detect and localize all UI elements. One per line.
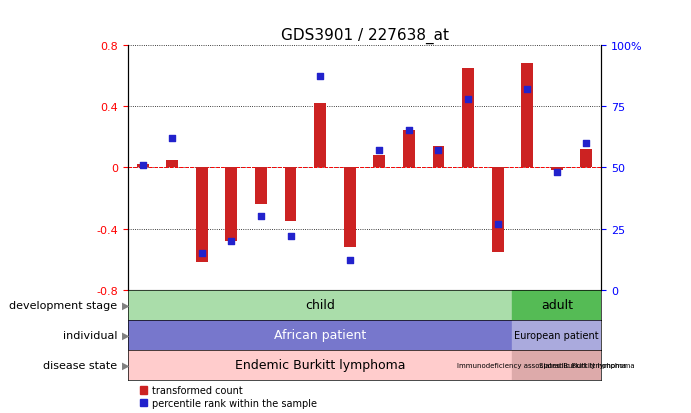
- Text: African patient: African patient: [274, 329, 366, 342]
- Text: ▶: ▶: [122, 330, 129, 340]
- Bar: [513, 320, 601, 350]
- Text: Endemic Burkitt lymphoma: Endemic Burkitt lymphoma: [235, 358, 406, 371]
- Text: individual: individual: [63, 330, 121, 340]
- Bar: [513, 350, 571, 380]
- Text: development stage: development stage: [9, 300, 121, 310]
- Bar: [433, 146, 444, 168]
- Point: [522, 86, 533, 93]
- Bar: [551, 168, 562, 171]
- Point: [285, 233, 296, 240]
- Point: [492, 221, 503, 228]
- Point: [196, 250, 207, 257]
- Bar: [513, 290, 601, 320]
- Bar: [373, 156, 385, 168]
- Bar: [403, 131, 415, 168]
- Bar: [167, 160, 178, 168]
- Text: ▶: ▶: [122, 300, 129, 310]
- Text: disease state: disease state: [44, 360, 121, 370]
- Point: [314, 74, 325, 81]
- Point: [404, 128, 415, 134]
- Bar: [580, 150, 592, 168]
- Bar: [521, 64, 533, 168]
- Bar: [571, 350, 601, 380]
- Bar: [492, 168, 504, 252]
- Text: ▶: ▶: [122, 360, 129, 370]
- Bar: [225, 168, 237, 241]
- Bar: [285, 168, 296, 221]
- Point: [462, 96, 473, 102]
- Title: GDS3901 / 227638_at: GDS3901 / 227638_at: [281, 28, 448, 44]
- Bar: [128, 320, 513, 350]
- Text: Immunodeficiency associated Burkitt lymphoma: Immunodeficiency associated Burkitt lymp…: [457, 362, 627, 368]
- Point: [344, 258, 355, 264]
- Text: Sporadic Burkitt lymphoma: Sporadic Burkitt lymphoma: [538, 362, 634, 368]
- Point: [167, 135, 178, 142]
- Point: [551, 169, 562, 176]
- Bar: [128, 350, 513, 380]
- Bar: [462, 69, 474, 168]
- Bar: [344, 168, 356, 247]
- Bar: [255, 168, 267, 204]
- Legend: transformed count, percentile rank within the sample: transformed count, percentile rank withi…: [140, 385, 317, 408]
- Point: [581, 140, 592, 147]
- Bar: [314, 104, 326, 168]
- Text: child: child: [305, 299, 335, 312]
- Text: adult: adult: [541, 299, 573, 312]
- Bar: [137, 165, 149, 168]
- Point: [256, 214, 267, 220]
- Bar: [128, 290, 513, 320]
- Bar: [196, 168, 208, 263]
- Text: European patient: European patient: [515, 330, 599, 340]
- Point: [433, 147, 444, 154]
- Point: [137, 162, 148, 169]
- Point: [374, 147, 385, 154]
- Point: [226, 238, 237, 244]
